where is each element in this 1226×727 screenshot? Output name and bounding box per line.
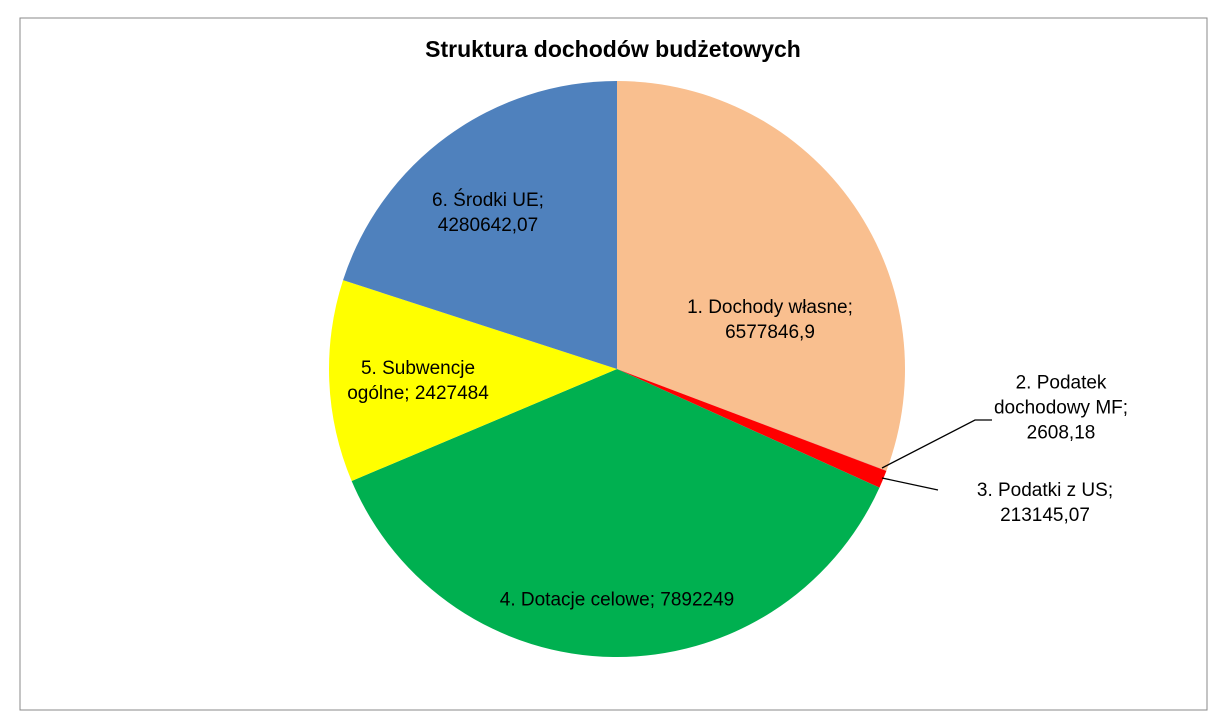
- slice-value: 4280642,07: [437, 215, 539, 236]
- slice-value: 6577846,9: [725, 322, 815, 343]
- leader-line: [881, 477, 939, 491]
- data-label: 3. Podatki z US; 213145,07: [960, 478, 1130, 528]
- leader-line: [881, 419, 992, 469]
- slice-value: 2608,18: [1026, 422, 1096, 444]
- pie-slice: [617, 369, 887, 471]
- slice-name: 6. Środki UE;: [432, 190, 544, 211]
- slice-name: 5. Subwencje ogólne;: [347, 358, 476, 404]
- slice-value: 7892249: [660, 589, 735, 611]
- slice-name: 3. Podatki z US;: [976, 480, 1114, 501]
- data-label: 2. Podatek dochodowy MF; 2608,18: [986, 371, 1136, 446]
- data-label: 1. Dochody własne; 6577846,9: [655, 295, 885, 345]
- data-label: 4. Dotacje celowe; 7892249: [487, 588, 747, 613]
- slice-name: 2. Podatek dochodowy MF;: [993, 372, 1129, 419]
- data-label: 5. Subwencje ogólne; 2427484: [328, 356, 508, 406]
- pie-slice: [343, 81, 617, 369]
- data-label: 6. Środki UE; 4280642,07: [403, 188, 573, 238]
- pie-slice: [351, 369, 880, 657]
- chart-title: Struktura dochodów budżetowych: [425, 36, 801, 62]
- pie-slice: [617, 369, 887, 488]
- slice-name: 4. Dotacje celowe;: [499, 589, 655, 611]
- slice-value: 2427484: [414, 383, 489, 404]
- pie-slice: [329, 280, 617, 481]
- pie-slice: [617, 81, 906, 471]
- slice-name: 1. Dochody własne;: [687, 297, 853, 318]
- slice-value: 213145,07: [1000, 505, 1090, 526]
